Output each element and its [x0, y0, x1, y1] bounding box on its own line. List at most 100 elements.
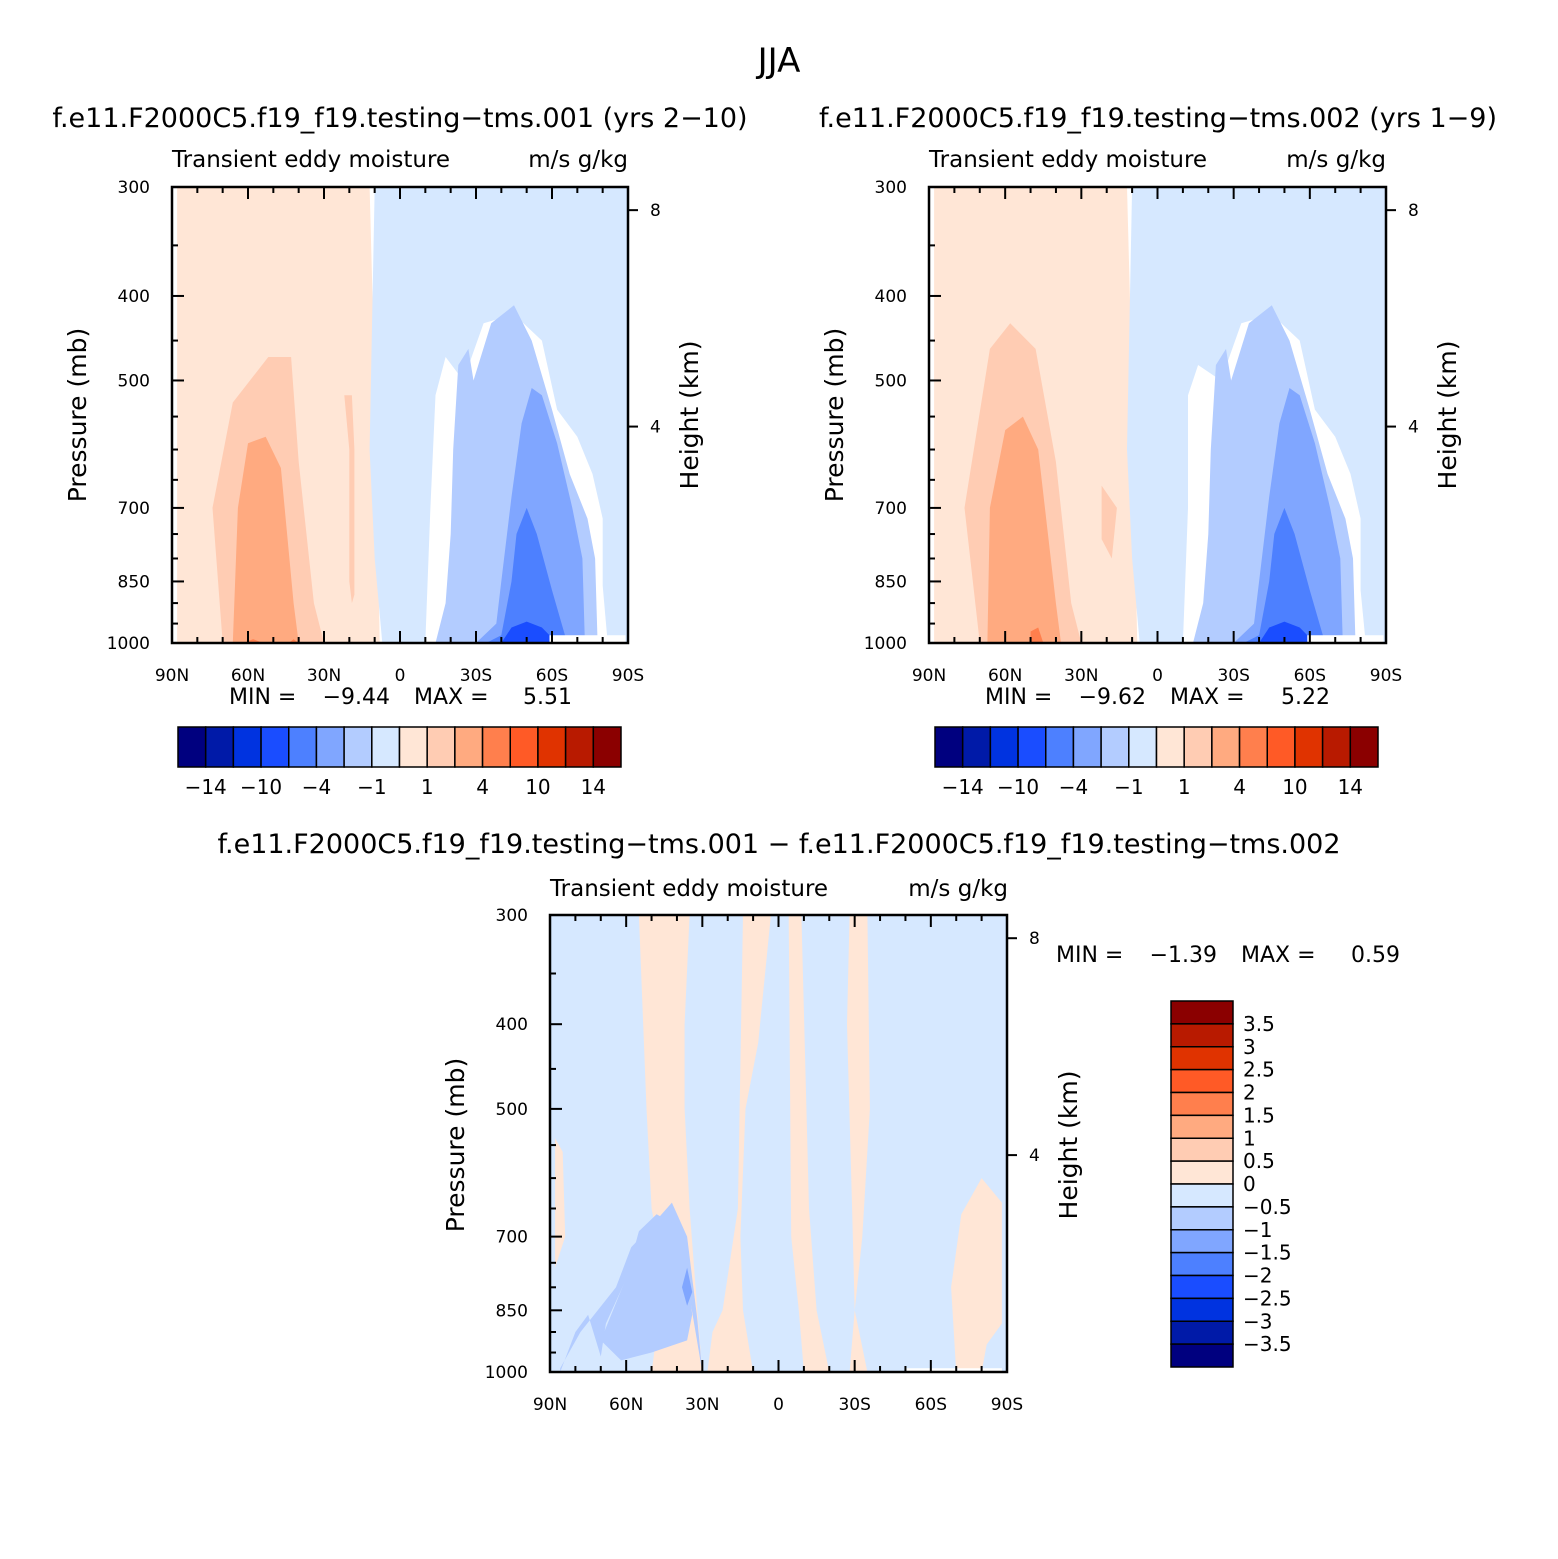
- contour-region: [600, 1214, 693, 1361]
- colorbar-swatch: [232, 726, 262, 768]
- colorbar-swatch: [1170, 1343, 1234, 1368]
- y-tick-label: 400: [118, 287, 150, 307]
- y-tick-label: 850: [875, 572, 907, 592]
- x-tick-label: 90S: [612, 666, 644, 686]
- colorbar-swatch: [1170, 1160, 1234, 1185]
- contour-region: [232, 436, 299, 643]
- colorbar-swatch: [1266, 726, 1296, 768]
- colorbar-swatch: [1170, 1183, 1234, 1208]
- colorbar-swatch: [177, 726, 207, 768]
- max-value: 5.22: [1281, 685, 1330, 710]
- x-tick-label: 30S: [838, 1395, 870, 1415]
- y2-axis-label: Height (km): [1054, 1071, 1083, 1220]
- contour-region: [1259, 621, 1315, 643]
- min-value: −1.39: [1150, 943, 1217, 968]
- y-tick-label: 850: [118, 572, 150, 592]
- colorbar-swatch: [1170, 1114, 1234, 1139]
- panel-title: f.e11.F2000C5.f19_f19.testing−tms.001 − …: [217, 829, 1340, 860]
- colorbar-label: 3.5: [1243, 1012, 1275, 1036]
- y-tick-label: 850: [496, 1301, 528, 1321]
- y2-tick-label: 4: [1029, 1146, 1040, 1166]
- colorbar-swatch: [1170, 1023, 1234, 1048]
- y-tick-label: 700: [118, 499, 150, 519]
- contour-region: [476, 388, 585, 643]
- y-tick-label: 700: [496, 1228, 528, 1248]
- contour-region: [1127, 187, 1386, 643]
- panel-subtitle-right: m/s g/kg: [908, 876, 1008, 902]
- min-value: −9.44: [323, 685, 390, 710]
- colorbar-label: −1.5: [1243, 1241, 1292, 1265]
- colorbar-label: 1: [1178, 775, 1191, 799]
- colorbar-label: 4: [1233, 775, 1246, 799]
- colorbar-swatch: [537, 726, 567, 768]
- panel-title: f.e11.F2000C5.f19_f19.testing−tms.002 (y…: [819, 103, 1497, 134]
- colorbar-swatch: [1170, 1229, 1234, 1254]
- min-label: MIN =: [985, 685, 1052, 710]
- y-tick-label: 400: [875, 287, 907, 307]
- y2-tick-label: 8: [650, 201, 661, 221]
- panel-subtitle-left: Transient eddy moisture: [171, 147, 450, 173]
- x-tick-label: 0: [1152, 666, 1163, 686]
- colorbar-swatch: [1155, 726, 1185, 768]
- contour-region: [344, 395, 355, 604]
- x-tick-label: 90S: [1370, 666, 1402, 686]
- colorbar-swatch: [1017, 726, 1047, 768]
- colorbar-swatch: [1170, 1251, 1234, 1277]
- colorbar-swatch: [1238, 726, 1268, 768]
- colorbar-swatch: [398, 726, 428, 768]
- colorbar-label: −3.5: [1243, 1332, 1292, 1356]
- missing-data-region: [549, 635, 626, 643]
- x-tick-label: 60S: [915, 1395, 947, 1415]
- colorbar-swatch: [1128, 726, 1158, 768]
- contour-region: [682, 1267, 693, 1306]
- colorbar-label: 3: [1243, 1035, 1256, 1059]
- colorbar-label: 14: [581, 775, 606, 799]
- max-value: 0.59: [1351, 943, 1400, 968]
- y-tick-label: 300: [875, 178, 907, 198]
- y-tick-label: 500: [118, 371, 150, 391]
- colorbar-swatch: [1170, 1320, 1234, 1345]
- x-tick-label: 0: [395, 666, 406, 686]
- colorbar-swatch: [426, 726, 456, 768]
- max-value: 5.51: [523, 685, 572, 710]
- colorbar-swatch: [260, 726, 290, 768]
- contour-region: [987, 416, 1061, 643]
- page-title: JJA: [756, 41, 801, 81]
- panel-subtitle-left: Transient eddy moisture: [549, 876, 828, 902]
- colorbar-swatch: [481, 726, 511, 768]
- colorbar-swatch: [1170, 1274, 1234, 1300]
- contour-fills: [550, 915, 1007, 1372]
- x-tick-label: 90S: [991, 1395, 1023, 1415]
- x-tick-label: 30S: [460, 666, 492, 686]
- y-axis-label: Pressure (mb): [441, 1058, 470, 1232]
- colorbar-swatch: [1183, 726, 1213, 768]
- colorbar-swatch: [989, 726, 1019, 768]
- plot-area: 90N 60N 30N 0 30S 60S 90S 300 400 500 700 850 1000 8 4: [485, 906, 1040, 1415]
- colorbar-swatch: [1170, 1137, 1234, 1162]
- colorbar-label: 2.5: [1243, 1058, 1275, 1082]
- colorbar-swatch: [1321, 726, 1352, 768]
- colorbar-label: −10: [240, 775, 282, 799]
- colorbar-swatch: [1294, 726, 1324, 768]
- panel-subtitle-left: Transient eddy moisture: [928, 147, 1207, 173]
- contour-region: [486, 507, 568, 643]
- y2-tick-label: 4: [1408, 418, 1419, 438]
- contour-region: [951, 1178, 1002, 1372]
- y-tick-label: 300: [118, 178, 150, 198]
- colorbar-swatch: [1170, 1297, 1234, 1322]
- panel-subtitle-right: m/s g/kg: [528, 147, 628, 173]
- colorbar-swatch: [288, 726, 318, 768]
- y2-tick-label: 8: [1029, 929, 1040, 949]
- contour-region: [369, 187, 628, 643]
- x-tick-label: 90N: [155, 666, 189, 686]
- y-tick-label: 500: [496, 1100, 528, 1120]
- colorbar-swatch: [1349, 726, 1379, 768]
- colorbar-label: −1: [357, 775, 386, 799]
- y-tick-label: 1000: [864, 634, 907, 654]
- contour-region: [501, 621, 558, 643]
- colorbar-swatch: [1170, 1068, 1234, 1094]
- y-tick-label: 400: [496, 1015, 528, 1035]
- contour-region: [1233, 388, 1343, 643]
- x-tick-label: 60N: [609, 1395, 643, 1415]
